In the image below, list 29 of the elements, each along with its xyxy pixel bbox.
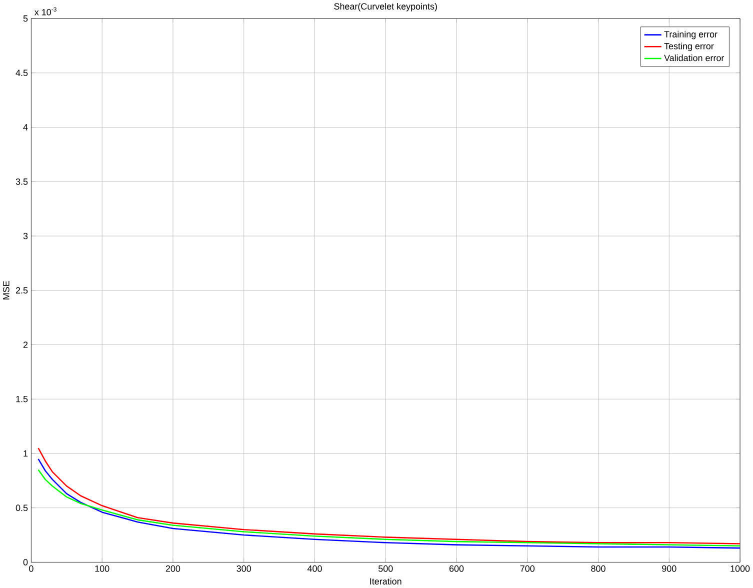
y-tick-label: 5	[23, 16, 28, 22]
x-tick-label: 400	[307, 566, 322, 572]
y-axis-title: MSE	[2, 281, 10, 300]
x-tick-label: 300	[236, 566, 251, 572]
x-tick-label: 0	[29, 566, 34, 572]
x-tick-label: 100	[95, 566, 110, 572]
x-tick-label: 700	[520, 566, 535, 572]
legend-label: Validation error	[664, 54, 724, 62]
y-tick-label: 4.5	[16, 70, 28, 76]
x-tick-label: 900	[662, 566, 676, 572]
y-tick-label: 4	[23, 124, 28, 131]
text: x 10$^{-3}$	[34, 7, 56, 16]
y-tick-label: 1.5	[16, 396, 28, 402]
y-tick-label: 2.5	[16, 287, 28, 294]
y-tick-label: 1	[24, 450, 28, 457]
x-tick-label: 200	[166, 566, 180, 572]
x-tick-label: 1000	[730, 566, 750, 572]
y-tick-label: 0	[23, 559, 28, 566]
x-tick-label: 800	[591, 566, 606, 572]
x-axis-title: Iteration	[370, 578, 402, 585]
y-tick-label: 2	[23, 342, 28, 348]
legend-label: Testing error	[664, 42, 714, 52]
x-tick-label: 500	[378, 566, 393, 572]
y-tick-label: 3.5	[16, 178, 28, 186]
legend-label: Training error	[664, 31, 718, 40]
y-tick-label: 0.5	[16, 504, 28, 512]
x-tick-label: 600	[449, 566, 464, 572]
chart-title: Shear(Curvelet keypoints)	[334, 3, 437, 12]
y-tick-label: 3	[23, 233, 28, 240]
